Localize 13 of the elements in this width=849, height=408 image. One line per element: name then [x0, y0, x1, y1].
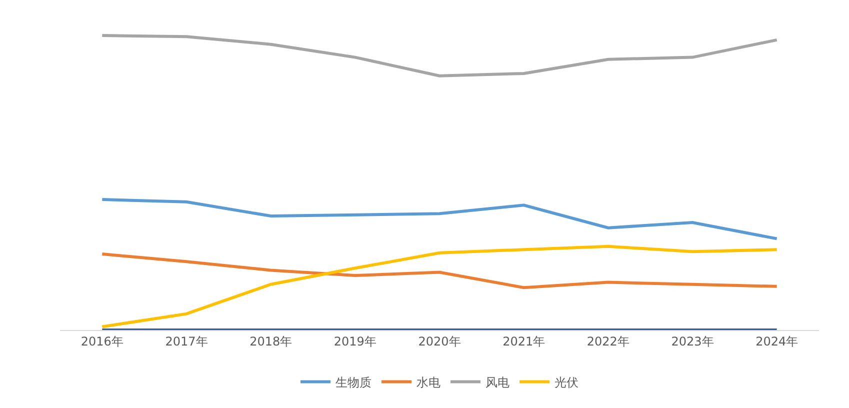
- x-tick-label: 2020年: [418, 334, 461, 348]
- x-tick-label: 2016年: [80, 334, 124, 348]
- x-tick-label: 2017年: [165, 334, 208, 348]
- x-tick-label: 2021年: [502, 334, 546, 348]
- x-tick-label: 2024年: [756, 334, 798, 348]
- x-tick-label: 2018年: [250, 334, 292, 348]
- x-tick-label: 2023年: [671, 334, 714, 348]
- x-tick-label: 2022年: [586, 334, 630, 348]
- x-tick-label: 2019年: [334, 334, 376, 348]
- legend-label: 水电: [416, 375, 440, 390]
- legend-label: 风电: [486, 375, 510, 390]
- legend-label: 生物质: [336, 375, 372, 390]
- legend-label: 光伏: [554, 375, 578, 390]
